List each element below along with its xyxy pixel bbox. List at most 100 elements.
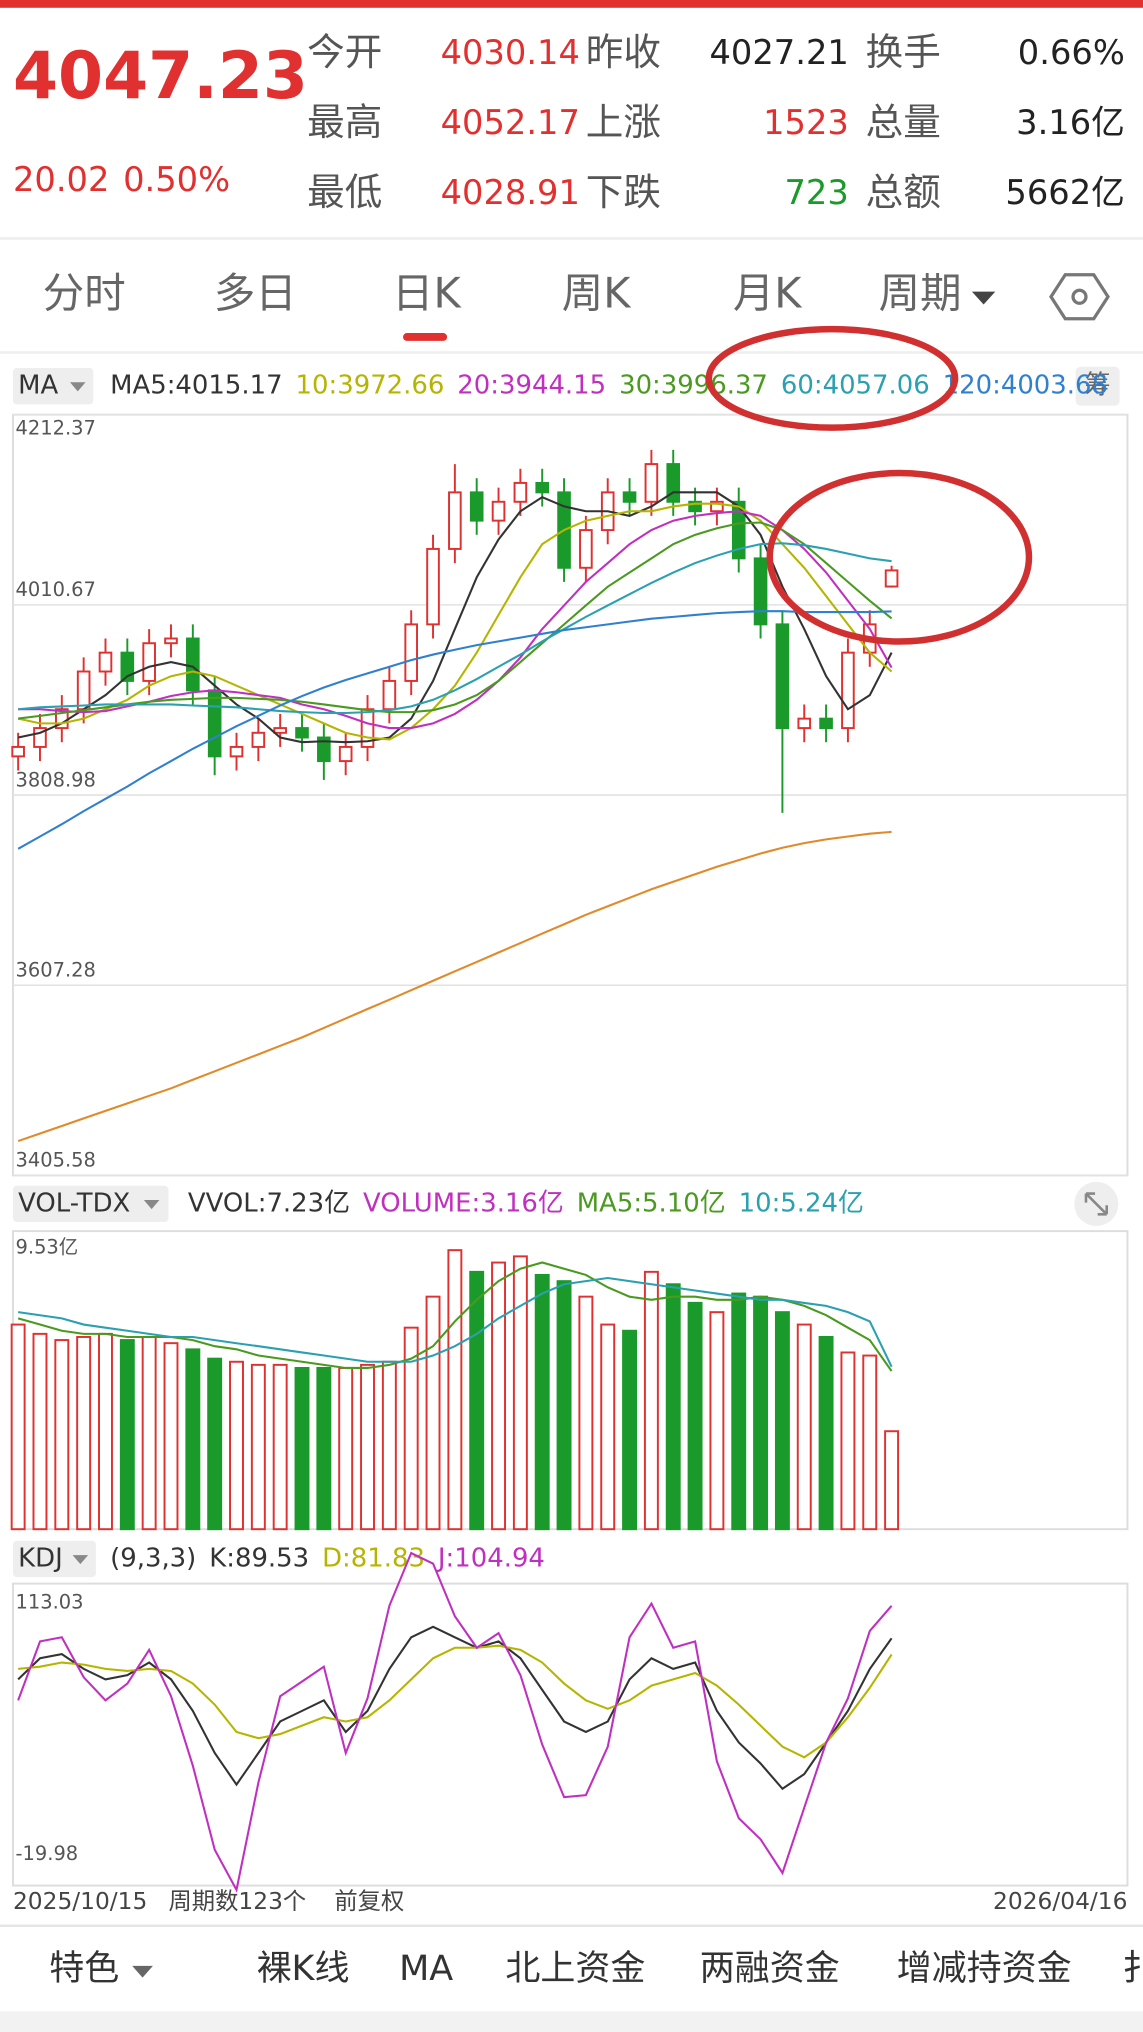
candle-body [142,642,156,682]
nav-item[interactable]: 两融资金 [700,1949,840,1989]
stat-label: 总量 [866,100,941,144]
volume-bar [272,1363,288,1531]
indicator-select[interactable] [12,1540,96,1578]
series-line [18,1644,893,1759]
indicator-select[interactable] [12,1185,169,1223]
nav-item[interactable]: 裸K线 [257,1949,350,1989]
volume-bar [774,1311,790,1531]
candle-body [710,500,724,513]
candle-body [382,679,397,711]
nav-item[interactable]: 北上资金 [505,1949,645,1989]
y-tick-label: 9.53亿 [16,1235,79,1258]
series-line [18,542,892,715]
volume-bar [534,1273,550,1531]
tabs: 分时 多日 日K 周K 月K 周期 [43,270,962,318]
candle-body [775,623,790,730]
candle-body [731,500,746,560]
volume-bar [98,1332,113,1531]
plots: 3405.58 3607.28 3808.98 4010.67 4212.37 MA5:4… [10,371,1128,1893]
volume-bar [862,1354,878,1531]
candle-body [797,717,812,730]
tab[interactable]: 月K [733,270,803,318]
stat-label: 今开 [307,30,382,74]
nav-item[interactable]: 增减持资金 [897,1949,1072,1989]
indicator-name: KDJ [18,1543,63,1573]
candle-body [448,491,462,550]
stat-value: 4027.21 [710,33,849,72]
highlight-circle [766,469,1033,645]
legend-item: 10:5.24亿 [739,1188,864,1218]
nav-item[interactable]: MA [399,1949,453,1989]
candle-body [644,463,659,503]
legend-item: 60:4057.06 [781,371,930,401]
panel-frame [11,1582,1129,1887]
end-date: 2026/04/16 [993,1888,1127,1915]
series-line [17,502,893,741]
stat-value: 4052.17 [441,103,580,142]
candle-body [76,670,91,711]
candle-body [98,651,113,673]
volume-bar [338,1366,354,1531]
nav-item[interactable]: 扌 [1122,1949,1143,1989]
stat-value: 4028.91 [441,173,580,212]
candle-body [164,637,178,645]
bottom-nav: 特色 裸K线 MA 北上资金 两融资金 增减持资金 扌 [49,1949,1143,1989]
candle-body [579,529,593,569]
legend-item: 30:3996.37 [619,371,768,401]
volume-bar [54,1339,70,1531]
stat-label: 最低 [307,170,382,214]
candle-body [513,481,528,503]
chip-button-label: 筹 [1085,371,1111,401]
legend-item: J:104.94 [436,1543,545,1573]
volume-bar [884,1430,900,1531]
tab[interactable]: 周期 [879,270,962,318]
tab[interactable]: 周K [562,270,632,318]
stat-value: 5662亿 [1005,173,1124,212]
tab[interactable]: 日K [392,270,462,318]
volume-bar [76,1335,92,1531]
candle-body [426,547,440,626]
y-tick-label: 3405.58 [16,1149,96,1172]
settings-icon-center [1071,288,1088,305]
candle-body [535,481,550,494]
nav-item[interactable]: 特色 [49,1949,119,1989]
candle-body [819,717,833,730]
volume-bar [512,1255,528,1531]
y-tick-label: 3808.98 [16,768,96,791]
stat-value: 3.16亿 [1016,103,1125,142]
tab[interactable]: 分时 [43,270,126,318]
expand-icon [1084,1192,1109,1216]
settings-icon[interactable] [1049,273,1110,321]
y-tick-label: 113.03 [16,1591,84,1614]
stat-value: 4030.14 [441,33,580,72]
tab[interactable]: 多日 [214,270,297,318]
candle-body [33,727,47,748]
volume-bar [10,1323,26,1531]
candle-body [207,689,222,758]
y-tick-label: 4010.67 [16,578,96,601]
candle-body [186,637,200,692]
volume-bar [207,1357,223,1531]
stat-label: 总额 [866,170,941,214]
volume-bar [425,1295,441,1531]
last-price: 4047.23 [13,39,308,114]
dropdown-arrow [69,382,86,392]
volume-bar [709,1311,725,1531]
candle-body [404,623,418,682]
volume-bar [185,1348,201,1531]
volume-bar [578,1295,594,1531]
candle-body [251,731,266,748]
stat-value: 0.66% [1018,33,1125,72]
indicator-name: VOL-TDX [18,1188,130,1218]
series-line [17,1276,893,1368]
series-line [17,1625,893,1791]
candle-body [753,557,768,626]
legend-item: MA5:5.10亿 [577,1188,726,1218]
chip-button[interactable] [1075,366,1120,406]
candle-body [120,651,135,682]
start-date: 2025/10/15 [13,1888,147,1915]
candle-body [317,736,331,763]
y-tick-label: -19.98 [16,1842,79,1865]
indicator-select[interactable] [12,368,94,405]
